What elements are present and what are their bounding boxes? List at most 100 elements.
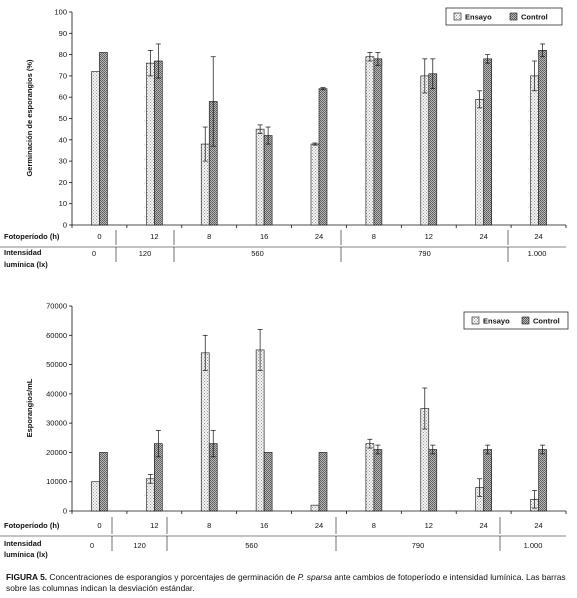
bar-control <box>318 88 328 226</box>
photoperiod-tick-label: 8 <box>207 521 211 530</box>
bar-control <box>263 135 273 226</box>
photoperiod-tick-label: 8 <box>207 232 211 241</box>
caption-figure-number: FIGURA 5. <box>6 572 48 582</box>
legend-label-control: Control <box>533 317 560 326</box>
bar-ensayo <box>530 75 539 226</box>
bar-control <box>483 58 492 226</box>
intensity-group-label: 560 <box>251 249 264 258</box>
bar-control <box>428 449 438 512</box>
caption-text-a: Concentraciones de esporangios y porcent… <box>47 572 298 582</box>
y-axis-label: Germinación de esporangios (%) <box>25 59 34 177</box>
bar-control <box>154 60 163 226</box>
y-tick-label: 20 <box>59 178 67 187</box>
bar-ensayo <box>310 143 320 226</box>
y-axis-label: Esporangios/mL <box>25 378 34 437</box>
bar-ensayo <box>365 56 375 226</box>
y-tick-label: 50000 <box>46 360 67 369</box>
photoperiod-tick-label: 24 <box>479 521 487 530</box>
photoperiod-tick-label: 24 <box>315 232 323 241</box>
intensity-group-label: 120 <box>139 249 152 258</box>
legend-swatch-control <box>521 316 530 325</box>
legend-label-control: Control <box>521 13 548 22</box>
y-tick-label: 60 <box>59 93 67 102</box>
photoperiod-tick-label: 12 <box>425 521 433 530</box>
photoperiod-tick-label: 12 <box>150 232 158 241</box>
bar-ensayo <box>200 352 210 512</box>
y-tick-label: 100 <box>54 8 67 17</box>
legend-label-ensayo: Ensayo <box>483 317 510 326</box>
intensidad-unit-label: lumínica (lx) <box>4 550 48 559</box>
bar-ensayo <box>310 504 320 512</box>
bar-control <box>428 73 438 226</box>
bar-ensayo <box>255 349 265 512</box>
figure-caption: FIGURA 5. Concentraciones de esporangios… <box>6 572 572 594</box>
y-tick-label: 20000 <box>46 448 67 457</box>
intensidad-label: Intensidad <box>4 539 42 548</box>
y-tick-label: 70000 <box>46 302 67 311</box>
bar-control <box>538 449 547 512</box>
y-tick-label: 40 <box>59 135 67 144</box>
bar-control <box>483 449 492 512</box>
y-tick-label: 10 <box>59 199 67 208</box>
intensity-group-label: 120 <box>133 541 146 550</box>
photoperiod-tick-label: 24 <box>315 521 323 530</box>
bar-control <box>373 449 383 512</box>
bar-control <box>538 50 547 226</box>
y-tick-label: 90 <box>59 29 67 38</box>
photoperiod-tick-label: 12 <box>150 521 158 530</box>
y-tick-label: 80 <box>59 50 67 59</box>
y-tick-label: 30 <box>59 157 67 166</box>
bar-ensayo <box>91 71 100 226</box>
y-tick-label: 0 <box>63 221 67 230</box>
bar-ensayo <box>146 478 155 512</box>
photoperiod-tick-label: 0 <box>97 232 101 241</box>
fotoperiodo-label: Fotoperíodo (h) <box>4 232 60 241</box>
bar-control <box>318 452 328 512</box>
bar-control <box>99 452 108 512</box>
bar-ensayo <box>475 99 484 226</box>
intensidad-label: Intensidad <box>4 248 42 257</box>
legend-swatch-ensayo <box>453 12 462 21</box>
photoperiod-tick-label: 16 <box>260 232 268 241</box>
legend-swatch-control <box>509 12 518 21</box>
photoperiod-tick-label: 8 <box>372 521 376 530</box>
legend-box <box>463 311 569 330</box>
fotoperiodo-label: Fotoperíodo (h) <box>4 521 60 530</box>
bar-ensayo <box>420 75 430 226</box>
photoperiod-tick-label: 24 <box>479 232 487 241</box>
photoperiod-tick-label: 24 <box>534 232 542 241</box>
legend-label-ensayo: Ensayo <box>465 13 492 22</box>
bar-ensayo <box>91 481 100 512</box>
caption-species: P. sparsa <box>297 572 332 582</box>
intensity-group-label: 0 <box>92 249 96 258</box>
sporangia-chart: 0 10000 20000 30000 40000 50000 60000 70000 Espo… <box>0 302 569 559</box>
photoperiod-tick-label: 24 <box>534 521 542 530</box>
y-tick-label: 40000 <box>46 389 67 398</box>
intensity-group-label: 560 <box>245 541 258 550</box>
bar-control <box>373 58 383 226</box>
intensity-group-label: 1.000 <box>528 249 547 258</box>
bar-control <box>263 452 273 512</box>
y-tick-label: 50 <box>59 114 67 123</box>
bar-ensayo <box>255 128 265 226</box>
y-tick-label: 0 <box>63 507 67 516</box>
legend-box <box>445 7 563 26</box>
intensity-group-label: 790 <box>418 249 431 258</box>
y-tick-label: 30000 <box>46 419 67 428</box>
legend-swatch-ensayo <box>471 316 480 325</box>
photoperiod-tick-label: 12 <box>425 232 433 241</box>
bar-ensayo <box>146 62 155 226</box>
intensity-group-label: 790 <box>412 541 425 550</box>
caption-text-b: ante cambios de fotoperíodo e intensidad… <box>6 572 566 593</box>
bar-ensayo <box>365 443 375 512</box>
y-tick-label: 10000 <box>46 477 67 486</box>
photoperiod-tick-label: 16 <box>260 521 268 530</box>
y-tick-label: 60000 <box>46 331 67 340</box>
photoperiod-tick-label: 0 <box>97 521 101 530</box>
intensity-group-label: 1.000 <box>524 541 543 550</box>
y-tick-label: 70 <box>59 71 67 80</box>
photoperiod-tick-label: 8 <box>372 232 376 241</box>
intensidad-unit-label: lumínica (lx) <box>4 260 48 269</box>
